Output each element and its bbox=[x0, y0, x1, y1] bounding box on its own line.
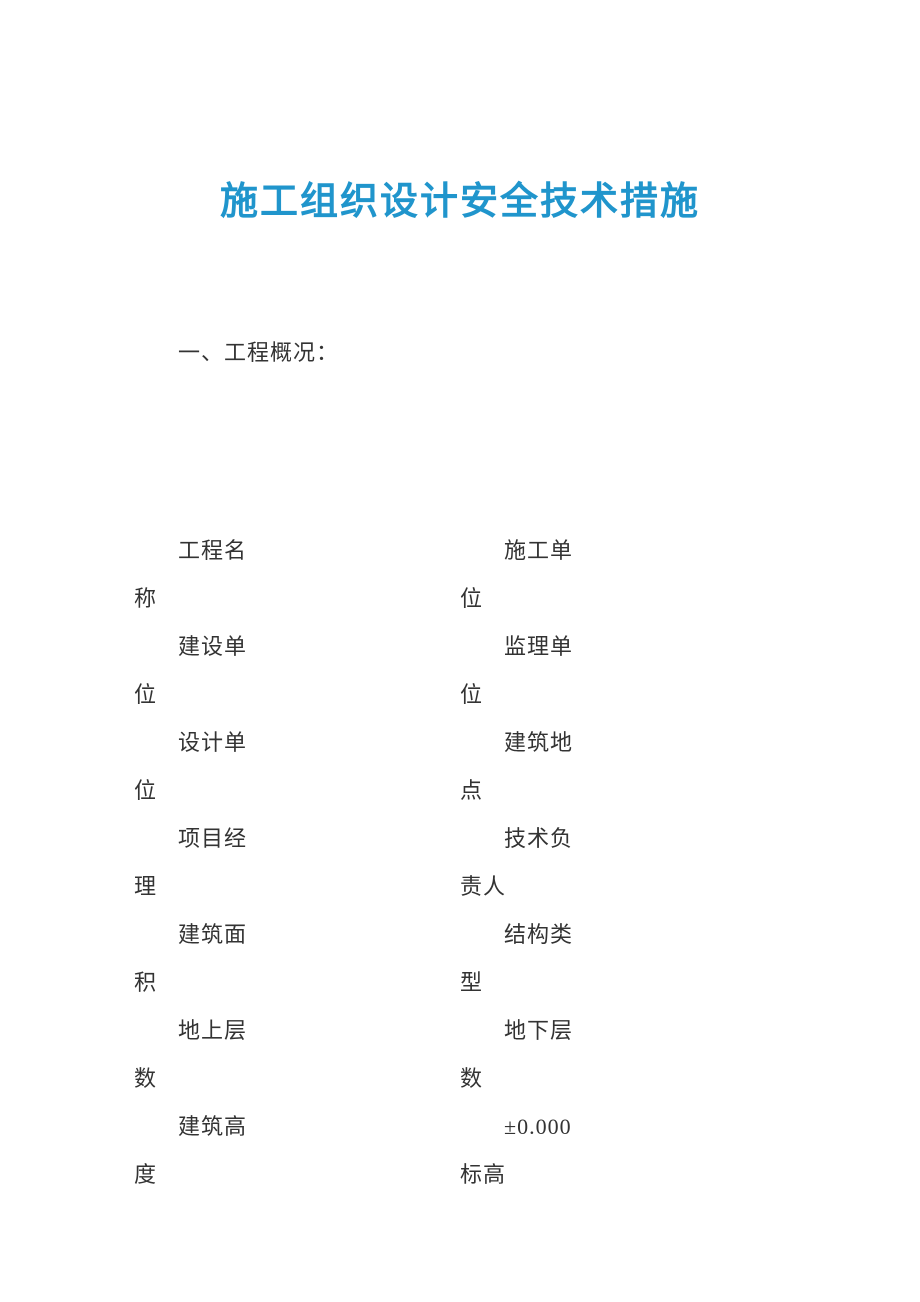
field-label-line2: 型 bbox=[460, 970, 483, 995]
field-label-line1: 工程名 bbox=[134, 527, 460, 575]
field-label-line1: 建设单 bbox=[134, 623, 460, 671]
field-label-line1: 结构类 bbox=[460, 911, 786, 959]
field-label-line1: 项目经 bbox=[134, 815, 460, 863]
field-design-unit: 设计单 位 bbox=[134, 719, 460, 815]
field-label-line1: 地上层 bbox=[134, 1007, 460, 1055]
field-label-line2: 积 bbox=[134, 970, 157, 995]
field-structure-type: 结构类 型 bbox=[460, 911, 786, 1007]
field-label-line2: 位 bbox=[134, 778, 157, 803]
field-label-line1: 监理单 bbox=[460, 623, 786, 671]
field-floors-below: 地下层 数 bbox=[460, 1007, 786, 1103]
field-building-area: 建筑面 积 bbox=[134, 911, 460, 1007]
field-project-name: 工程名 称 bbox=[134, 527, 460, 623]
field-label-line1: 地下层 bbox=[460, 1007, 786, 1055]
field-building-height: 建筑高 度 bbox=[134, 1103, 460, 1199]
field-label-line1: 设计单 bbox=[134, 719, 460, 767]
field-label-line2: 理 bbox=[134, 874, 157, 899]
field-label-line2: 位 bbox=[134, 682, 157, 707]
field-elevation: ±0.000 标高 bbox=[460, 1103, 786, 1199]
field-label-line1: 建筑地 bbox=[460, 719, 786, 767]
field-label-line2: 责人 bbox=[460, 874, 506, 899]
field-label-line2: 点 bbox=[460, 778, 483, 803]
field-label-line1: 建筑面 bbox=[134, 911, 460, 959]
field-label-line2: 标高 bbox=[460, 1162, 506, 1187]
document-title: 施工组织设计安全技术措施 bbox=[134, 170, 786, 225]
field-label-line1: 施工单 bbox=[460, 527, 786, 575]
info-grid: 工程名 称 建设单 位 设计单 位 项目经 理 建筑面 积 地上层 数 bbox=[134, 527, 786, 1199]
section-heading: 一、工程概况： bbox=[134, 335, 786, 367]
field-label-line2: 称 bbox=[134, 586, 157, 611]
document-page: 施工组织设计安全技术措施 一、工程概况： 工程名 称 建设单 位 设计单 位 项… bbox=[0, 0, 920, 1199]
field-label-line2: 度 bbox=[134, 1162, 157, 1187]
field-label-line2: 位 bbox=[460, 586, 483, 611]
field-floors-above: 地上层 数 bbox=[134, 1007, 460, 1103]
field-contractor: 施工单 位 bbox=[460, 527, 786, 623]
field-construction-unit: 建设单 位 bbox=[134, 623, 460, 719]
field-supervision-unit: 监理单 位 bbox=[460, 623, 786, 719]
field-label-line1: ±0.000 bbox=[460, 1103, 786, 1151]
field-location: 建筑地 点 bbox=[460, 719, 786, 815]
field-label-line2: 数 bbox=[460, 1066, 483, 1091]
field-tech-lead: 技术负 责人 bbox=[460, 815, 786, 911]
info-column-left: 工程名 称 建设单 位 设计单 位 项目经 理 建筑面 积 地上层 数 bbox=[134, 527, 460, 1199]
field-label-line2: 位 bbox=[460, 682, 483, 707]
field-label-line1: 技术负 bbox=[460, 815, 786, 863]
field-label-line2: 数 bbox=[134, 1066, 157, 1091]
field-project-manager: 项目经 理 bbox=[134, 815, 460, 911]
info-column-right: 施工单 位 监理单 位 建筑地 点 技术负 责人 结构类 型 地下层 数 bbox=[460, 527, 786, 1199]
field-label-line1: 建筑高 bbox=[134, 1103, 460, 1151]
